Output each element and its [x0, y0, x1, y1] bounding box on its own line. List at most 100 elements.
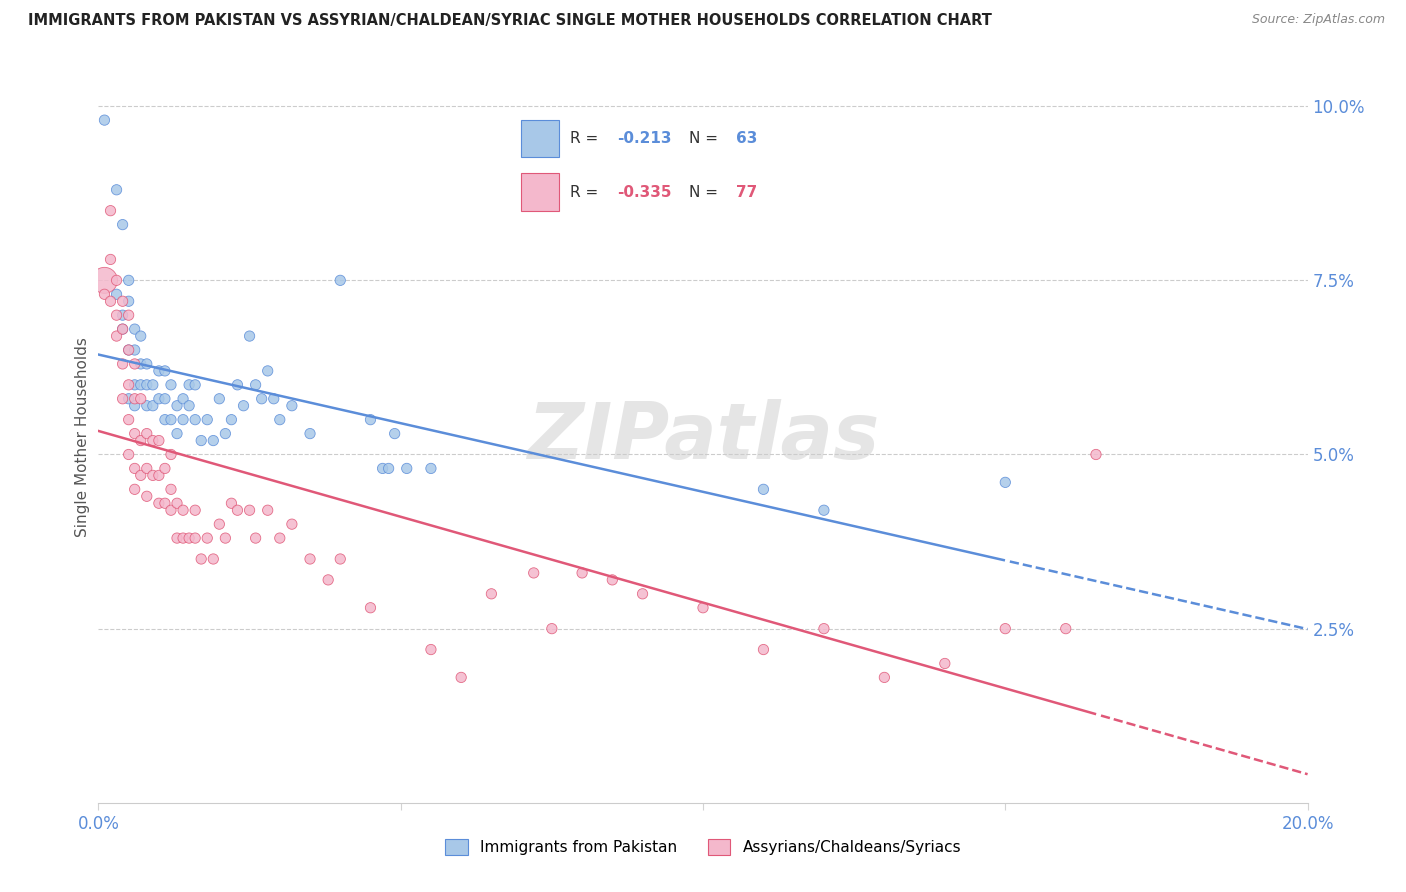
Point	[135, 489, 157, 503]
Point	[93, 273, 115, 287]
Point	[172, 412, 194, 426]
Point	[153, 392, 176, 406]
Point	[148, 496, 170, 510]
Point	[329, 273, 352, 287]
Point	[118, 343, 141, 357]
Point	[129, 329, 152, 343]
Text: ZIPatlas: ZIPatlas	[527, 399, 879, 475]
Point	[118, 273, 141, 287]
Point	[1085, 448, 1108, 462]
Point	[166, 496, 188, 510]
Point	[153, 496, 176, 510]
Point	[118, 377, 141, 392]
Point	[148, 392, 170, 406]
Point	[195, 531, 218, 545]
Point	[129, 468, 152, 483]
Point	[142, 468, 165, 483]
Point	[1054, 622, 1077, 636]
Point	[752, 642, 775, 657]
Point	[371, 461, 394, 475]
Point	[184, 503, 207, 517]
Point	[221, 496, 243, 510]
Point	[124, 399, 146, 413]
Point	[124, 343, 146, 357]
Point	[813, 622, 835, 636]
Point	[384, 426, 406, 441]
Point	[118, 343, 141, 357]
Point	[184, 412, 207, 426]
Point	[148, 468, 170, 483]
Point	[214, 531, 236, 545]
Point	[124, 426, 146, 441]
Point	[281, 399, 304, 413]
Point	[118, 448, 141, 462]
Point	[299, 426, 322, 441]
Point	[118, 412, 141, 426]
Point	[148, 434, 170, 448]
Point	[239, 503, 262, 517]
Point	[226, 503, 249, 517]
Point	[111, 294, 134, 309]
Point	[873, 670, 896, 684]
Point	[316, 573, 339, 587]
Point	[190, 552, 212, 566]
Point	[105, 287, 128, 301]
Point	[934, 657, 956, 671]
Point	[571, 566, 593, 580]
Point	[160, 503, 183, 517]
Point	[179, 399, 201, 413]
Point	[135, 426, 157, 441]
Point	[239, 329, 262, 343]
Point	[124, 357, 146, 371]
Point	[135, 461, 157, 475]
Point	[105, 183, 128, 197]
Point	[111, 357, 134, 371]
Point	[142, 434, 165, 448]
Point	[111, 308, 134, 322]
Point	[160, 377, 183, 392]
Point	[105, 273, 128, 287]
Point	[124, 461, 146, 475]
Point	[602, 573, 624, 587]
Point	[160, 412, 183, 426]
Point	[540, 622, 562, 636]
Y-axis label: Single Mother Households: Single Mother Households	[75, 337, 90, 537]
Point	[184, 531, 207, 545]
Point	[184, 377, 207, 392]
Point	[160, 483, 183, 497]
Point	[118, 294, 141, 309]
Point	[124, 322, 146, 336]
Point	[692, 600, 714, 615]
Point	[281, 517, 304, 532]
Point	[111, 322, 134, 336]
Point	[105, 329, 128, 343]
Point	[202, 434, 225, 448]
Point	[523, 566, 546, 580]
Point	[124, 392, 146, 406]
Point	[232, 399, 254, 413]
Point	[250, 392, 273, 406]
Point	[93, 113, 115, 128]
Point	[142, 399, 165, 413]
Point	[129, 392, 152, 406]
Point	[100, 252, 122, 267]
Point	[111, 392, 134, 406]
Point	[245, 531, 267, 545]
Point	[994, 475, 1017, 490]
Point	[179, 531, 201, 545]
Point	[395, 461, 418, 475]
Point	[124, 483, 146, 497]
Point	[813, 503, 835, 517]
Point	[148, 364, 170, 378]
Point	[105, 308, 128, 322]
Point	[208, 517, 231, 532]
Point	[129, 434, 152, 448]
Point	[118, 308, 141, 322]
Text: Source: ZipAtlas.com: Source: ZipAtlas.com	[1251, 13, 1385, 27]
Point	[153, 461, 176, 475]
Point	[245, 377, 267, 392]
Point	[166, 426, 188, 441]
Point	[160, 448, 183, 462]
Point	[377, 461, 399, 475]
Point	[100, 294, 122, 309]
